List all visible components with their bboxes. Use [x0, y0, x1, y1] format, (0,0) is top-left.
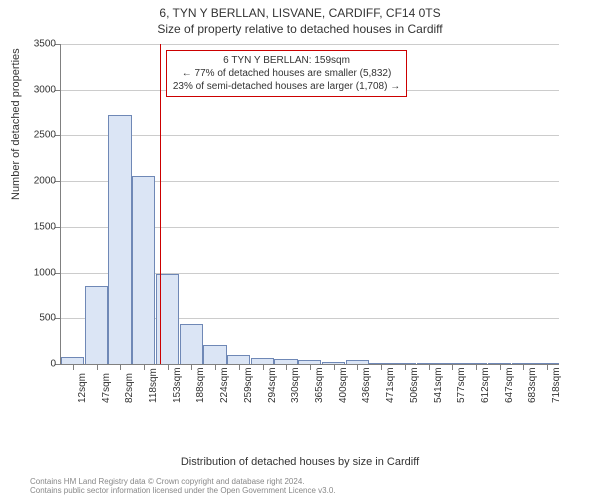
x-tick	[523, 364, 524, 370]
x-tick-label: 118sqm	[148, 368, 159, 403]
x-tick-label: 12sqm	[77, 373, 88, 403]
x-tick	[191, 364, 192, 370]
x-tick-label: 82sqm	[124, 373, 135, 403]
x-tick-label: 471sqm	[385, 367, 396, 403]
x-tick-label: 506sqm	[409, 367, 420, 403]
footer-text: Contains HM Land Registry data © Crown c…	[30, 477, 336, 496]
x-tick	[120, 364, 121, 370]
footer-line1: Contains HM Land Registry data © Crown c…	[30, 477, 336, 487]
x-tick-label: 188sqm	[195, 367, 206, 403]
marker-line	[160, 44, 161, 364]
x-tick-label: 647sqm	[504, 367, 515, 403]
y-tick-label: 500	[16, 313, 56, 324]
histogram-bar	[180, 324, 203, 364]
x-tick	[215, 364, 216, 370]
y-tick-label: 2000	[16, 176, 56, 187]
histogram-bar	[227, 355, 250, 364]
x-tick-label: 365sqm	[314, 367, 325, 403]
x-tick	[168, 364, 169, 370]
x-tick	[452, 364, 453, 370]
x-tick	[334, 364, 335, 370]
annotation-line1: 6 TYN Y BERLLAN: 159sqm	[173, 54, 400, 67]
x-tick-label: 612sqm	[480, 367, 491, 403]
title-sub: Size of property relative to detached ho…	[0, 20, 600, 36]
x-tick	[263, 364, 264, 370]
x-tick-label: 718sqm	[551, 367, 562, 403]
annotation-line3: 23% of semi-detached houses are larger (…	[173, 80, 400, 93]
histogram-bar	[61, 357, 84, 364]
histogram-bar	[132, 176, 155, 364]
chart-container: 6, TYN Y BERLLAN, LISVANE, CARDIFF, CF14…	[0, 0, 600, 500]
x-tick-label: 47sqm	[101, 373, 112, 403]
grid-line	[61, 135, 559, 136]
histogram-bar	[85, 286, 108, 364]
y-tick-label: 3000	[16, 84, 56, 95]
x-tick	[239, 364, 240, 370]
x-tick	[429, 364, 430, 370]
histogram-bar	[203, 345, 226, 364]
x-tick	[286, 364, 287, 370]
grid-line	[61, 44, 559, 45]
x-tick-label: 330sqm	[290, 367, 301, 403]
histogram-bar	[108, 115, 131, 364]
x-tick	[310, 364, 311, 370]
y-tick-label: 0	[16, 359, 56, 370]
x-tick	[405, 364, 406, 370]
chart-area: 050010001500200025003000350012sqm47sqm82…	[60, 44, 558, 409]
x-tick	[500, 364, 501, 370]
x-tick	[381, 364, 382, 370]
x-axis-title: Distribution of detached houses by size …	[0, 456, 600, 468]
x-tick-label: 436sqm	[361, 367, 372, 403]
annotation-box: 6 TYN Y BERLLAN: 159sqm← 77% of detached…	[166, 50, 407, 97]
annotation-line2: ← 77% of detached houses are smaller (5,…	[173, 67, 400, 80]
x-tick	[476, 364, 477, 370]
x-tick-label: 683sqm	[527, 367, 538, 403]
plot-area: 050010001500200025003000350012sqm47sqm82…	[60, 44, 559, 365]
y-tick-label: 1000	[16, 267, 56, 278]
y-tick-label: 3500	[16, 39, 56, 50]
x-tick	[97, 364, 98, 370]
y-tick-label: 1500	[16, 221, 56, 232]
x-tick	[547, 364, 548, 370]
title-main: 6, TYN Y BERLLAN, LISVANE, CARDIFF, CF14…	[0, 0, 600, 20]
x-tick-label: 294sqm	[267, 367, 278, 403]
x-tick-label: 400sqm	[338, 367, 349, 403]
x-tick	[73, 364, 74, 370]
x-tick-label: 577sqm	[456, 367, 467, 403]
x-tick-label: 153sqm	[172, 367, 183, 403]
x-tick-label: 224sqm	[219, 367, 230, 403]
x-tick	[144, 364, 145, 370]
y-tick-label: 2500	[16, 130, 56, 141]
footer-line2: Contains public sector information licen…	[30, 486, 336, 496]
x-tick	[357, 364, 358, 370]
x-tick-label: 541sqm	[433, 367, 444, 403]
x-tick-label: 259sqm	[243, 367, 254, 403]
